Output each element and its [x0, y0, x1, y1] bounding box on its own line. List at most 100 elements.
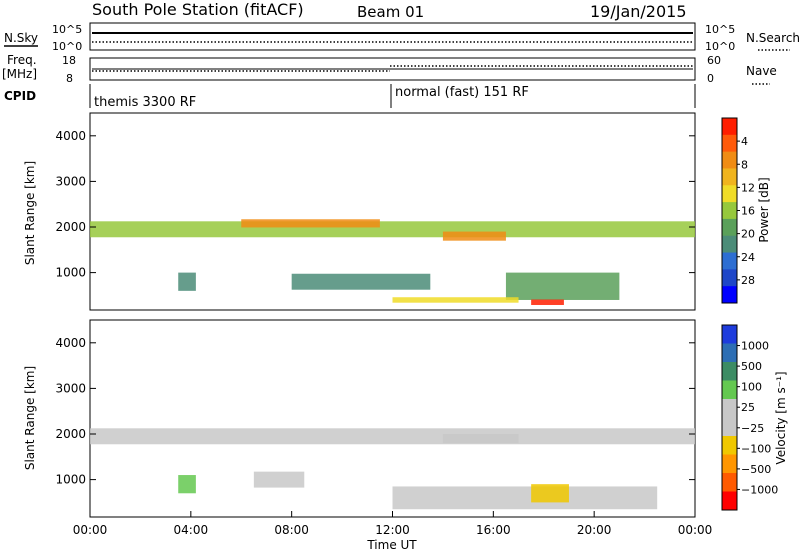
cpid-label: CPID	[4, 89, 36, 103]
power-bands	[90, 219, 695, 305]
velocity-band-3	[392, 486, 658, 510]
velocity-colorbar-frame	[721, 324, 738, 511]
velocity-xlabel: Time UT	[366, 538, 417, 552]
power-band-6	[531, 299, 564, 305]
power-band-5	[505, 272, 620, 300]
power-ytick-label: 3000	[55, 174, 86, 188]
power-colorbar-swatch	[722, 185, 737, 203]
beam-label: Beam 01	[357, 3, 424, 21]
velocity-ytick-label: 1000	[55, 473, 86, 487]
velocity-ylabel: Slant Range [km]	[23, 366, 37, 470]
velocity-colorbar-swatch	[722, 417, 737, 437]
power-colorbar-swatch	[722, 235, 737, 254]
power-band-3	[178, 272, 196, 291]
velocity-xtick-label: 16:00	[476, 523, 511, 537]
nsearch-label: N.Search	[746, 31, 800, 45]
power-colorbar-tick-label: 8	[741, 158, 748, 171]
velocity-xtick-label: 08:00	[274, 523, 309, 537]
velocity-colorbar-swatch	[722, 436, 737, 455]
power-colorbar-swatch	[722, 286, 737, 304]
power-colorbar-swatch	[722, 168, 737, 186]
velocity-y-ticks: 1000 2000 3000 4000	[55, 336, 695, 487]
velocity-colorbar-tick-label: −100	[741, 442, 771, 455]
velocity-colorbar-tick-label: −25	[741, 422, 764, 435]
velocity-band-4	[531, 484, 569, 503]
power-colorbar-tick-label: 24	[741, 251, 755, 264]
power-colorbar: 4 8 12 16 20 24 28	[721, 117, 755, 304]
velocity-colorbar-swatch	[722, 491, 737, 511]
nave-tick-low: 0	[707, 72, 714, 85]
power-colorbar-label: Power [dB]	[757, 177, 771, 242]
freq-label-line2: [MHz]	[2, 67, 37, 81]
cpid-segment-1: themis 3300 RF	[94, 95, 196, 110]
velocity-xtick-label: 00:00	[678, 523, 713, 537]
freq-label-line1: Freq.	[7, 53, 37, 67]
power-colorbar-tick-label: 16	[741, 205, 755, 218]
power-y-ticks: 1000 2000 3000 4000	[55, 129, 695, 280]
nsky-panel-frame	[89, 22, 696, 51]
velocity-ytick-label: 2000	[55, 427, 86, 441]
velocity-colorbar-swatch	[722, 380, 737, 400]
velocity-colorbar-tick-label: 25	[741, 401, 755, 414]
velocity-xtick-label: 00:00	[73, 523, 108, 537]
freq-panel-frame	[89, 57, 696, 81]
power-band-2	[442, 231, 506, 241]
power-colorbar-tick-label: 12	[741, 181, 755, 194]
velocity-colorbar-tick-label: 100	[741, 381, 762, 394]
power-colorbar-swatch	[722, 118, 737, 136]
velocity-band-1	[178, 475, 196, 494]
power-ylabel: Slant Range [km]	[23, 161, 37, 265]
freq-tick-low: 8	[66, 72, 73, 85]
velocity-colorbar-tick-label: −1000	[741, 483, 778, 496]
velocity-band-2	[253, 471, 305, 488]
nsky-tick-low-left: 10^0	[52, 40, 82, 53]
power-colorbar-tick-label: 20	[741, 228, 755, 241]
velocity-colorbar-tick-label: 1000	[741, 340, 769, 353]
velocity-panel: 1000 2000 3000 4000 00:00 04:00 08:00 12:00 16:…	[23, 319, 788, 552]
velocity-band-5	[442, 434, 519, 444]
power-band-7	[392, 297, 519, 303]
velocity-band-0	[90, 428, 695, 445]
velocity-colorbar-swatch	[722, 454, 737, 474]
velocity-colorbar-swatch	[722, 473, 737, 492]
velocity-colorbar-swatch	[722, 399, 737, 418]
nsky-tick-high-left: 10^5	[52, 23, 82, 36]
nave-tick-high: 60	[707, 54, 721, 67]
velocity-colorbar-swatch	[722, 343, 737, 363]
velocity-colorbar-swatch	[722, 362, 737, 381]
power-colorbar-tick-label: 4	[741, 135, 748, 148]
power-panel: 1000 2000 3000 4000 Slant Range [km] 4 8 12 16…	[23, 112, 771, 311]
power-ytick-label: 1000	[55, 266, 86, 280]
power-colorbar-tick-label: 28	[741, 274, 755, 287]
power-ytick-label: 2000	[55, 220, 86, 234]
velocity-xtick-label: 20:00	[577, 523, 612, 537]
velocity-ytick-label: 3000	[55, 381, 86, 395]
velocity-colorbar: 1000 500 100 25 −25 −100 −500 −1000	[721, 324, 778, 511]
power-band-1	[241, 219, 380, 228]
power-colorbar-swatch	[722, 151, 737, 169]
velocity-xtick-label: 04:00	[174, 523, 209, 537]
nave-label: Nave	[746, 64, 777, 78]
nsky-label: N.Sky	[4, 31, 38, 45]
freq-tick-high: 18	[62, 54, 76, 67]
velocity-colorbar-tick-label: −500	[741, 463, 771, 476]
power-band-0	[90, 221, 695, 238]
power-band-4	[291, 273, 431, 290]
power-colorbar-swatch	[722, 134, 737, 153]
power-colorbar-swatch	[722, 269, 737, 287]
power-ytick-label: 4000	[55, 129, 86, 143]
velocity-xtick-label: 12:00	[375, 523, 410, 537]
velocity-ytick-label: 4000	[55, 336, 86, 350]
nsky-tick-low-right: 10^0	[705, 40, 735, 53]
velocity-colorbar-label: Velocity [m s⁻¹]	[774, 371, 788, 464]
velocity-colorbar-tick-label: 500	[741, 360, 762, 373]
power-colorbar-swatch	[722, 218, 737, 237]
power-colorbar-swatch	[722, 252, 737, 270]
velocity-x-ticks: 00:00 04:00 08:00 12:00 16:00 20:00 00:00	[73, 511, 713, 537]
power-colorbar-swatch	[722, 202, 737, 220]
velocity-colorbar-swatch	[722, 325, 737, 344]
date-label: 19/Jan/2015	[590, 2, 687, 21]
station-title: South Pole Station (fitACF)	[92, 0, 304, 19]
velocity-bands	[90, 428, 695, 510]
